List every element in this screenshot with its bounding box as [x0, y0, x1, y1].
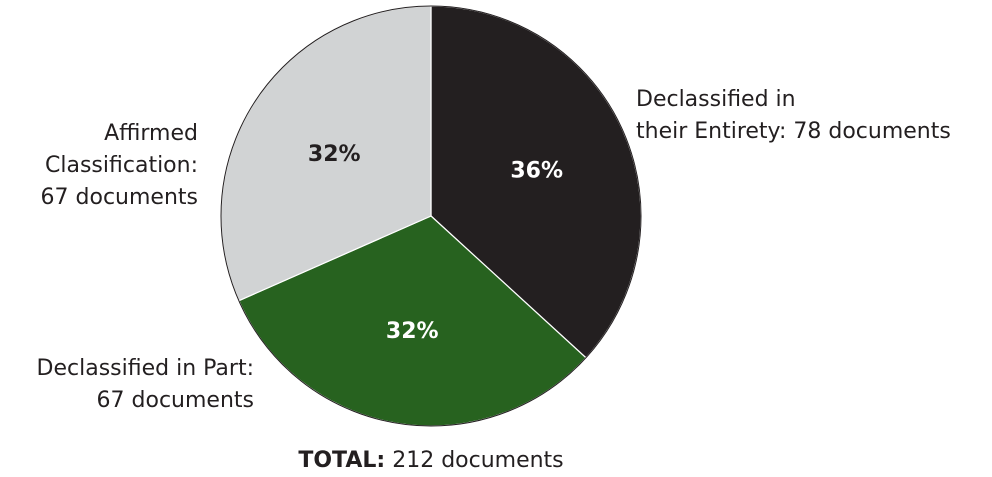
percent-label-affirmed-classification: 32% [308, 142, 361, 167]
total-prefix: TOTAL: [298, 448, 386, 473]
slice-label-line: Declassified in [636, 87, 796, 112]
percent-label-declassified-entirety: 36% [510, 158, 563, 183]
slice-label-declassified-entirety: Declassified in their Entirety: 78 docum… [636, 84, 951, 148]
slice-label-declassified-part: Declassified in Part: 67 documents [37, 353, 254, 417]
slice-label-line: Affirmed [104, 121, 198, 146]
pie-outline [220, 5, 642, 427]
percent-labels: 36% 32% 32% [308, 142, 563, 344]
pie-slices [220, 5, 642, 427]
total-value: 212 documents [392, 448, 564, 473]
slice-label-affirmed-classification: Affirmed Classification: 67 documents [41, 118, 198, 214]
slice-label-line: 67 documents [96, 388, 254, 413]
slice-label-line: 67 documents [40, 185, 198, 210]
slice-label-line: Declassified in Part: [36, 356, 254, 381]
total-label: TOTAL: 212 documents [0, 446, 862, 476]
slice-label-line: Classification: [45, 153, 198, 178]
percent-label-declassified-part: 32% [386, 319, 439, 344]
slice-label-line: their Entirety: 78 documents [636, 119, 951, 144]
